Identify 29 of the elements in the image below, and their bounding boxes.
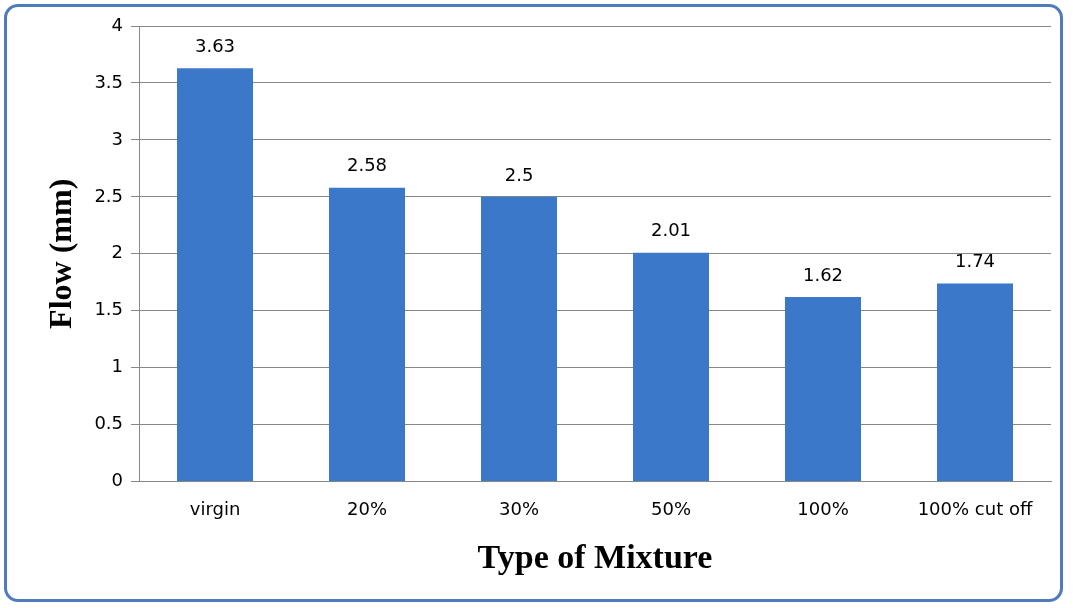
data-label: 3.63 bbox=[194, 34, 236, 56]
y-tick-label: 0 bbox=[111, 469, 124, 491]
y-tick-label: 1 bbox=[111, 355, 124, 377]
y-tick-label: 3 bbox=[111, 127, 124, 149]
x-tick-label: virgin bbox=[189, 498, 241, 520]
bar bbox=[177, 68, 254, 482]
y-tick-label: 4 bbox=[111, 13, 124, 35]
y-tick-label: 2 bbox=[111, 241, 124, 263]
data-label: 2.5 bbox=[504, 163, 534, 185]
x-tick-label: 20% bbox=[347, 498, 388, 520]
x-tick-label: 100% bbox=[797, 498, 849, 520]
x-tick-label: 30% bbox=[499, 498, 540, 520]
y-tick-label: 0.5 bbox=[94, 412, 124, 434]
y-tick-label: 3.5 bbox=[94, 70, 124, 92]
y-axis-title: Flow (mm) bbox=[42, 178, 79, 329]
data-label: 1.62 bbox=[802, 263, 844, 285]
bar bbox=[785, 297, 862, 482]
x-tick-label: 100% cut off bbox=[917, 498, 1033, 520]
data-label: 1.74 bbox=[954, 250, 996, 272]
data-label: 2.58 bbox=[346, 154, 388, 176]
bar bbox=[937, 283, 1013, 482]
y-tick-label: 1.5 bbox=[94, 298, 124, 320]
y-tick-label: 2.5 bbox=[94, 184, 124, 206]
x-tick-label: 50% bbox=[651, 498, 692, 520]
data-label: 2.01 bbox=[650, 219, 692, 241]
x-axis-title: Type of Mixture bbox=[477, 538, 713, 576]
bar bbox=[633, 252, 710, 482]
bar bbox=[329, 187, 406, 482]
bar bbox=[481, 196, 558, 482]
